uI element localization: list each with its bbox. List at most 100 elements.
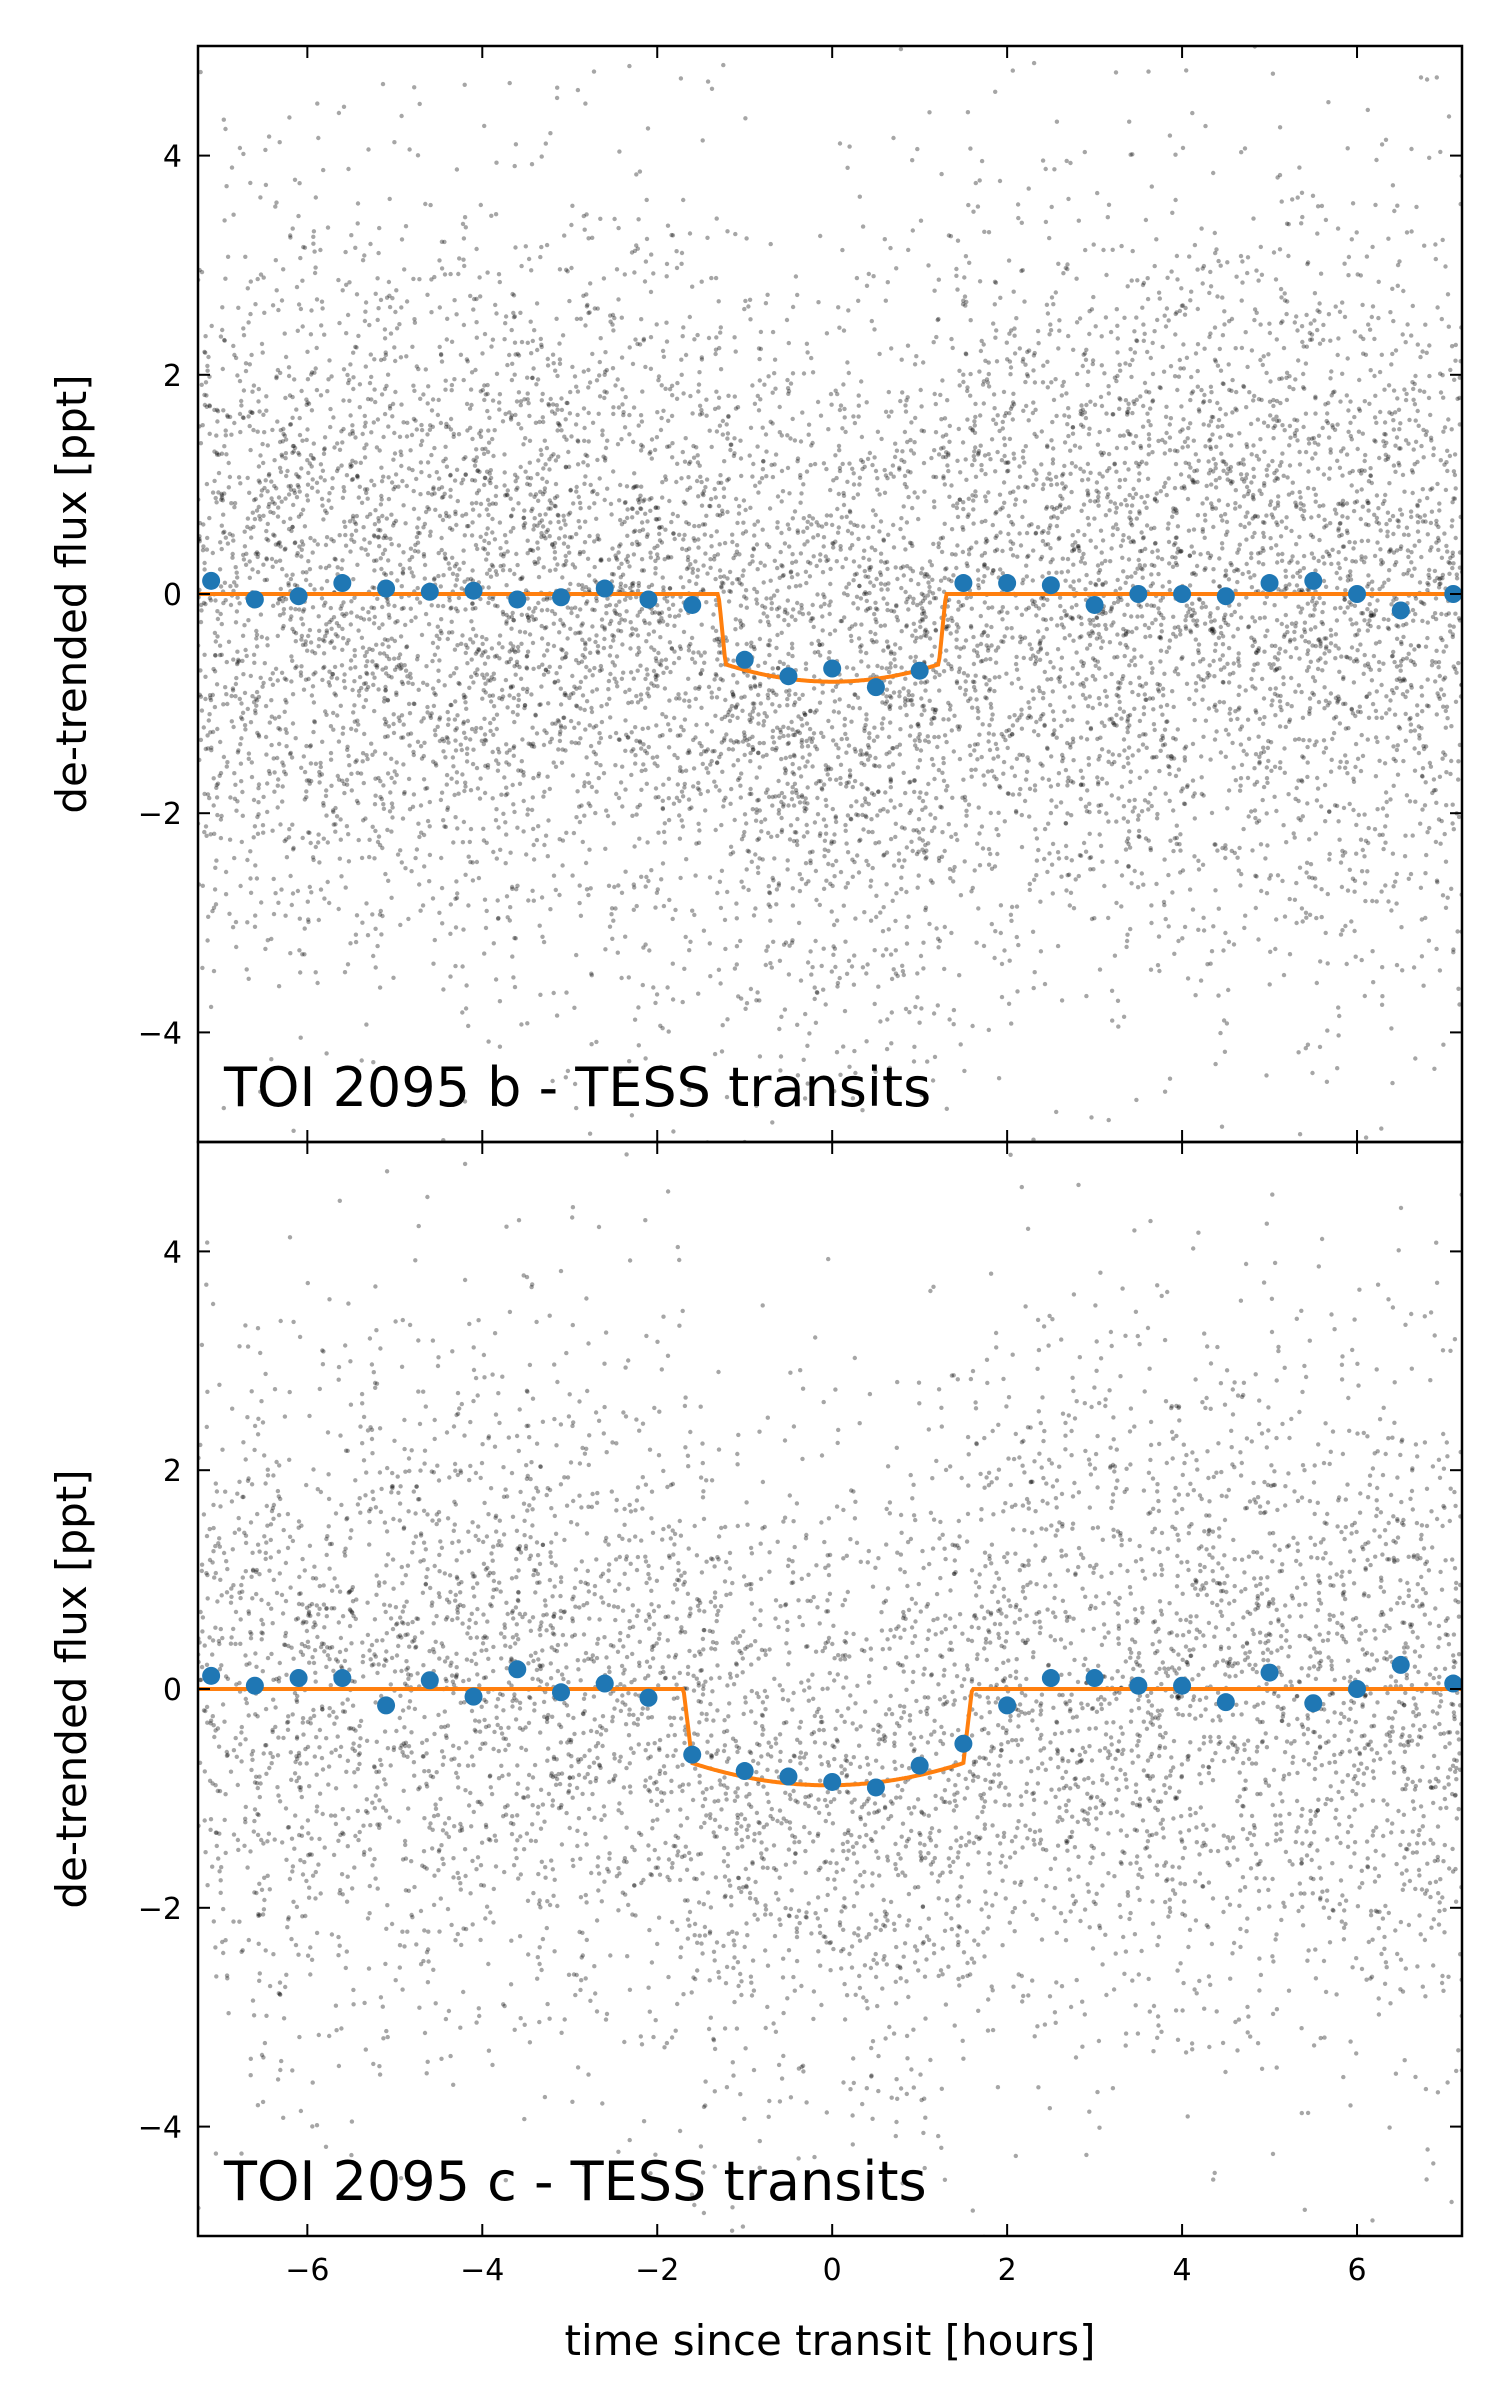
raw-point: [560, 863, 565, 868]
raw-point: [1255, 417, 1261, 422]
raw-point: [240, 716, 245, 722]
raw-point: [641, 336, 647, 342]
raw-point: [1137, 775, 1143, 780]
raw-point: [577, 550, 583, 555]
raw-point: [354, 913, 360, 918]
raw-point: [583, 640, 588, 645]
raw-point: [756, 797, 761, 803]
raw-point: [455, 826, 460, 831]
raw-point: [676, 692, 681, 697]
raw-point: [793, 559, 799, 564]
raw-point: [448, 427, 454, 432]
raw-point: [1076, 529, 1081, 534]
raw-point: [1129, 503, 1135, 508]
raw-point: [577, 525, 583, 530]
raw-point: [907, 733, 913, 738]
raw-point: [748, 505, 753, 510]
raw-point: [845, 479, 850, 484]
raw-point: [269, 479, 274, 484]
raw-point: [276, 714, 282, 720]
raw-point: [299, 616, 304, 621]
raw-point: [1125, 429, 1130, 434]
raw-point: [1166, 476, 1171, 481]
raw-point: [500, 694, 506, 699]
raw-point: [335, 713, 340, 718]
raw-point: [444, 782, 449, 787]
raw-point: [965, 417, 970, 422]
raw-point: [391, 712, 396, 717]
raw-point: [1338, 501, 1343, 506]
raw-point: [533, 616, 538, 622]
raw-point: [853, 749, 858, 754]
raw-point: [453, 896, 458, 901]
raw-point: [1103, 315, 1109, 320]
raw-point: [700, 491, 705, 496]
raw-point: [1121, 626, 1126, 632]
raw-point: [396, 543, 402, 548]
raw-point: [1229, 388, 1234, 393]
raw-point: [893, 948, 898, 953]
raw-point: [1391, 418, 1396, 423]
raw-point: [511, 293, 517, 298]
raw-point: [719, 1049, 725, 1054]
raw-point: [888, 776, 893, 781]
raw-point: [850, 466, 855, 471]
raw-point: [1109, 623, 1114, 628]
raw-point: [542, 626, 548, 631]
raw-point: [1368, 610, 1374, 615]
raw-point: [969, 774, 974, 779]
raw-point: [482, 331, 488, 337]
raw-point: [1038, 557, 1043, 562]
raw-point: [884, 699, 890, 704]
raw-point: [908, 655, 913, 660]
raw-point: [810, 849, 815, 854]
raw-point: [1156, 689, 1162, 694]
raw-point: [1215, 848, 1220, 853]
raw-point: [246, 320, 251, 325]
raw-point: [1297, 865, 1303, 870]
raw-point: [833, 453, 838, 458]
raw-point: [321, 603, 327, 608]
raw-point: [1159, 737, 1164, 743]
raw-point: [1343, 753, 1348, 758]
raw-point: [372, 522, 378, 527]
raw-point: [1109, 546, 1114, 551]
raw-point: [707, 428, 712, 433]
raw-point: [1385, 735, 1390, 740]
raw-point: [564, 400, 569, 406]
raw-point: [1162, 451, 1168, 456]
raw-point: [283, 354, 289, 360]
raw-point: [1160, 736, 1166, 741]
raw-point: [1270, 698, 1275, 703]
raw-point: [694, 445, 699, 450]
raw-point: [1351, 546, 1356, 551]
raw-point: [1199, 775, 1204, 780]
raw-point: [413, 542, 418, 548]
raw-point: [1245, 717, 1251, 722]
raw-point: [1200, 697, 1205, 702]
raw-point: [360, 751, 366, 756]
raw-point: [403, 622, 408, 628]
raw-point: [393, 472, 399, 477]
raw-point: [1116, 694, 1121, 699]
raw-point: [1127, 798, 1132, 803]
raw-point: [1441, 692, 1447, 698]
raw-point: [940, 454, 946, 460]
raw-point: [1094, 615, 1100, 621]
raw-point: [619, 561, 624, 566]
raw-point: [904, 941, 910, 946]
raw-point: [392, 656, 397, 661]
raw-point: [982, 574, 987, 579]
raw-point: [1207, 398, 1213, 404]
raw-point: [1345, 605, 1350, 610]
raw-point: [993, 421, 999, 426]
raw-point: [889, 1041, 894, 1046]
raw-point: [1082, 149, 1088, 155]
raw-point: [1394, 664, 1400, 669]
raw-point: [1225, 529, 1230, 534]
raw-point: [1416, 724, 1422, 729]
raw-point: [1282, 428, 1287, 433]
raw-point: [275, 805, 280, 810]
raw-point: [834, 918, 840, 923]
raw-point: [275, 419, 280, 424]
